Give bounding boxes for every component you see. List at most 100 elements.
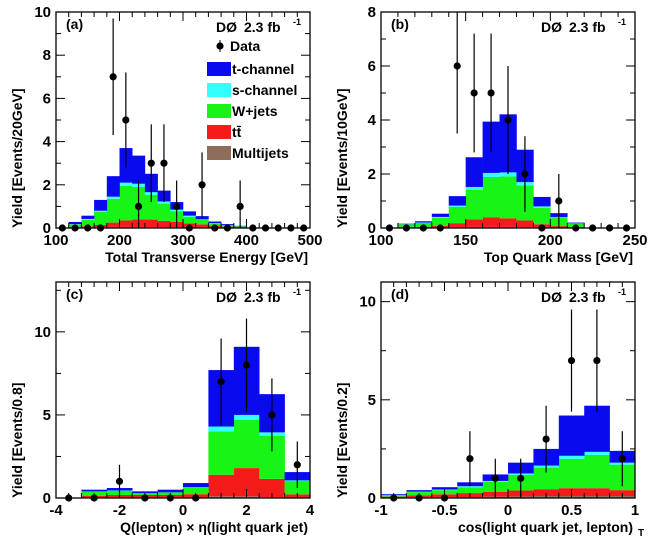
bar-w-jets [457, 487, 483, 494]
x-tick-label: -4 [49, 502, 63, 519]
bar-w-jets [558, 458, 585, 489]
data-point [160, 159, 168, 167]
panel-label: (d) [391, 286, 409, 302]
bar-t-channel [81, 215, 95, 219]
bar-w-jets [533, 467, 560, 490]
bar-ttbar [448, 223, 466, 228]
data-point [593, 356, 601, 365]
experiment-label: DØ [216, 289, 237, 305]
x-tick-label: 150 [453, 232, 478, 249]
bar-t-channel [183, 211, 196, 216]
luminosity-exponent: -1 [293, 287, 301, 297]
y-tick-label: 0 [43, 490, 51, 507]
luminosity-label: 2.3 fb [569, 289, 606, 305]
bar-w-jets [183, 487, 209, 495]
bar-ttbar [259, 478, 285, 498]
legend-label: s-channel [232, 82, 297, 98]
bar-w-jets [183, 216, 196, 224]
y-tick-label: 10 [34, 4, 51, 21]
panel-label: (c) [66, 286, 83, 302]
bar-t-channel [183, 483, 209, 488]
x-tick-label: 100 [43, 232, 68, 249]
x-tick-label: 2 [242, 502, 250, 519]
x-tick-label: 4 [306, 502, 315, 519]
y-tick-label: 2 [43, 177, 51, 194]
y-tick-label: 0 [368, 490, 376, 507]
data-point [217, 378, 225, 386]
bar-w-jets [119, 185, 133, 221]
bar-t-channel [406, 490, 433, 492]
x-axis-title: Total Transverse Energy [GeV] [105, 249, 308, 265]
legend-label-data: Data [230, 38, 261, 54]
data-point [293, 461, 301, 469]
bar-s-channel [431, 216, 450, 218]
y-axis-title: Yield [Events/0.8] [9, 383, 25, 498]
legend: Data t-channel s-channel W+jets tt̄ Multijets [207, 38, 297, 161]
x-axis-title: Top Quark Mass [GeV] [484, 249, 633, 265]
x-tick-label: 100 [368, 232, 393, 249]
legend-label: W+jets [232, 103, 278, 119]
bar-w-jets [233, 419, 260, 469]
bar-ttbar [157, 220, 171, 228]
plot-frame [55, 11, 311, 229]
bar-s-channel [584, 451, 610, 455]
x-tick-label: 0 [179, 502, 187, 519]
luminosity-label: 2.3 fb [569, 19, 606, 35]
y-tick-label: 5 [43, 407, 51, 424]
bar-ttbar [119, 220, 133, 227]
x-tick-label: 0 [504, 502, 512, 519]
y-tick-label: 6 [43, 90, 51, 107]
x-tick-label: 500 [297, 232, 322, 249]
y-axis-title: Yield [Events/0.2] [334, 383, 350, 498]
data-point [198, 181, 206, 189]
luminosity-exponent: -1 [618, 287, 626, 297]
legend-swatch-w-jets [207, 104, 231, 118]
bar-s-channel [448, 205, 466, 207]
bar-w-jets [106, 198, 120, 223]
x-tick-label: 1 [631, 502, 639, 519]
x-axis-title-subscript: T [638, 528, 644, 536]
x-tick-label: 200 [107, 232, 132, 249]
bar-ttbar [106, 222, 120, 227]
data-point [542, 435, 550, 443]
data-point [268, 411, 276, 419]
legend-label: tt̄ [232, 124, 242, 140]
bar-t-channel [68, 221, 82, 225]
bar-s-channel [457, 486, 483, 488]
y-axis-title: Yield [Events/20GeV] [9, 88, 25, 228]
y-tick-label: 0 [43, 220, 51, 237]
data-point [173, 202, 181, 210]
y-tick-label: 10 [359, 294, 376, 311]
x-tick-label: -2 [113, 502, 126, 519]
bar-w-jets [465, 189, 483, 220]
legend-swatch-multijets [207, 146, 231, 160]
bar-w-jets [94, 212, 108, 225]
bar-w-jets [81, 219, 95, 227]
legend-swatch-ttbar [207, 125, 231, 139]
panel-label: (a) [66, 16, 83, 32]
bar-w-jets [431, 217, 450, 226]
bar-t-channel [584, 405, 610, 452]
legend-label: t-channel [232, 61, 294, 77]
bar-t-channel [533, 196, 551, 207]
bar-ttbar [465, 219, 483, 227]
bar-s-channel [195, 219, 209, 221]
x-axis-title: Q(lepton) × η(light quark jet) [120, 519, 308, 535]
x-tick-label: -1 [374, 502, 387, 519]
data-point [470, 89, 478, 97]
bar-t-channel [414, 221, 433, 223]
y-tick-label: 4 [368, 112, 377, 129]
data-point [147, 159, 155, 167]
bar-t-channel [448, 196, 466, 206]
luminosity-label: 2.3 fb [244, 19, 281, 35]
x-tick-label: 250 [622, 232, 647, 249]
data-point [618, 455, 626, 463]
x-tick-label: 300 [170, 232, 195, 249]
data-point [115, 477, 124, 485]
data-point [109, 73, 117, 81]
y-tick-label: 2 [368, 166, 376, 183]
legend-swatch-s-channel [207, 83, 231, 97]
data-point [567, 356, 576, 365]
